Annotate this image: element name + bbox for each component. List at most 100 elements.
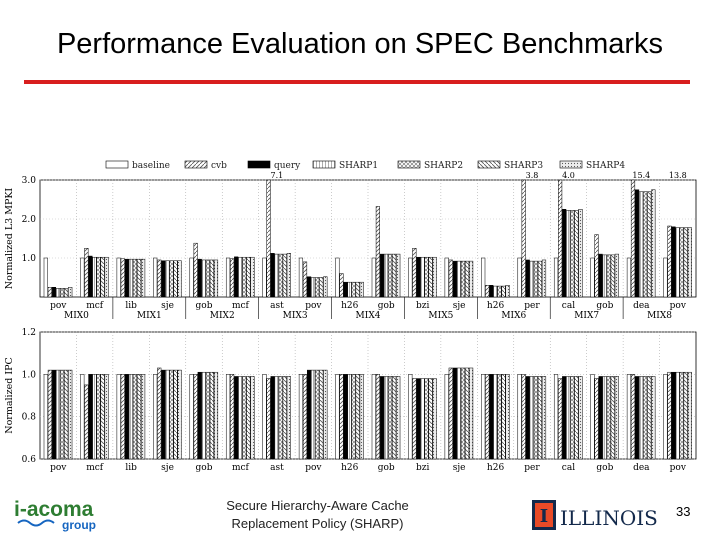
bar-query — [489, 285, 494, 298]
bar-sharp2 — [315, 369, 320, 460]
bar-sharp1 — [92, 256, 97, 298]
bar-cvb — [47, 369, 52, 460]
bar-cvb — [412, 378, 417, 460]
x-tick-label: per — [524, 463, 540, 473]
bar-sharp4 — [104, 256, 109, 298]
bar-sharp2 — [570, 210, 575, 298]
bar-baseline — [481, 374, 486, 460]
x-tick-label: h26 — [487, 301, 505, 311]
bar-sharp1 — [165, 369, 170, 460]
bar-query — [452, 260, 457, 298]
x-tick-label: gob — [378, 463, 395, 473]
x-tick-label: h26 — [341, 301, 359, 311]
bar-baseline — [116, 257, 121, 298]
bar-baseline — [116, 374, 121, 460]
bar-query — [598, 376, 603, 460]
overflow-annotation: 3.8 — [526, 171, 539, 180]
group-label: MIX2 — [210, 311, 235, 321]
bar-sharp4 — [614, 253, 619, 298]
slide-title: Performance Evaluation on SPEC Benchmark… — [56, 28, 664, 60]
x-tick-label: gob — [596, 463, 613, 473]
bar-cvb — [558, 378, 563, 460]
group-label: MIX7 — [574, 311, 599, 321]
bar-query — [452, 367, 457, 460]
bar-query — [634, 189, 640, 298]
bar-sharp1 — [128, 258, 133, 298]
bar-sharp4 — [614, 376, 619, 460]
bar-sharp1 — [675, 227, 680, 298]
bar-sharp1 — [566, 210, 571, 298]
bar-query — [489, 374, 494, 460]
bar-sharp2 — [278, 376, 283, 460]
x-tick-label: pov — [670, 301, 687, 311]
bar-baseline — [225, 374, 231, 460]
legend-label-baseline: baseline — [132, 161, 170, 171]
bar-query — [51, 287, 57, 298]
bar-query — [379, 376, 385, 460]
bar-sharp3 — [647, 191, 652, 298]
bar-cvb — [339, 374, 344, 460]
bar-cvb — [120, 258, 125, 298]
bar-cvb — [84, 384, 89, 460]
bar-sharp4 — [651, 376, 656, 460]
bar-query — [562, 376, 567, 460]
x-tick-label: bzi — [416, 301, 430, 311]
bar-sharp1 — [274, 253, 279, 298]
bar-sharp3 — [282, 253, 287, 298]
bar-baseline — [590, 257, 595, 298]
bar-cvb — [375, 374, 380, 460]
x-tick-label: pov — [670, 463, 687, 473]
x-tick-label: mcf — [232, 463, 250, 473]
bar-cvb — [485, 285, 490, 298]
illinois-block-i: I — [540, 506, 548, 527]
legend-label-query: query — [274, 161, 301, 171]
bar-baseline — [408, 374, 413, 460]
y-axis-label: Normalized L3 MPKI — [4, 188, 15, 290]
bar-query — [379, 253, 385, 298]
bar-sharp4 — [68, 369, 73, 460]
bar-baseline — [80, 374, 85, 460]
overflow-annotation: 15.4 — [632, 171, 650, 180]
bar-baseline — [298, 257, 304, 298]
legend-label-sharp2: SHARP2 — [424, 161, 463, 171]
bar-sharp1 — [347, 374, 352, 460]
bar-cvb — [302, 261, 308, 298]
x-tick-label: ast — [270, 463, 284, 473]
bar-sharp2 — [242, 256, 247, 298]
y-tick-label: 3.0 — [22, 176, 37, 186]
bar-sharp1 — [383, 376, 389, 460]
bar-sharp1 — [238, 256, 243, 298]
x-tick-label: mcf — [232, 301, 250, 311]
bar-sharp2 — [205, 259, 210, 298]
y-tick-label: 1.0 — [22, 254, 37, 264]
x-tick-label: mcf — [86, 463, 104, 473]
y-axis-label: Normalized IPC — [4, 357, 15, 433]
overflow-annotation: 7.1 — [271, 171, 284, 180]
bar-sharp2 — [351, 281, 356, 298]
bar-baseline — [298, 374, 304, 460]
legend-label-cvb: cvb — [211, 161, 227, 171]
bar-sharp2 — [169, 369, 174, 460]
bar-sharp2 — [388, 376, 393, 460]
bar-sharp3 — [683, 371, 688, 460]
legend-swatch-sharp1 — [312, 160, 336, 169]
bar-sharp4 — [250, 256, 255, 298]
bar-sharp2 — [60, 369, 65, 460]
bar-cvb — [157, 367, 162, 460]
x-tick-label: gob — [196, 301, 213, 311]
bar-sharp3 — [464, 367, 470, 460]
bar-sharp3 — [392, 376, 397, 460]
ipc-panel: 0.6 0.8 1.0 1.2 Normalized IPC pov mcf lib sje go… — [4, 328, 697, 473]
bar-sharp2 — [606, 254, 611, 298]
bar-sharp3 — [136, 258, 142, 298]
page-number: 33 — [676, 504, 691, 519]
bar-query — [161, 260, 166, 298]
bar-sharp4 — [469, 367, 474, 460]
bar-cvb — [302, 374, 308, 460]
y-tick-label: 1.0 — [22, 370, 37, 380]
bar-cvb — [339, 273, 344, 298]
bar-cvb — [558, 179, 563, 298]
bar-sharp1 — [55, 288, 61, 298]
illinois-wordmark: ILLINOIS — [560, 506, 658, 530]
y-tick-label: 0.8 — [22, 413, 37, 423]
